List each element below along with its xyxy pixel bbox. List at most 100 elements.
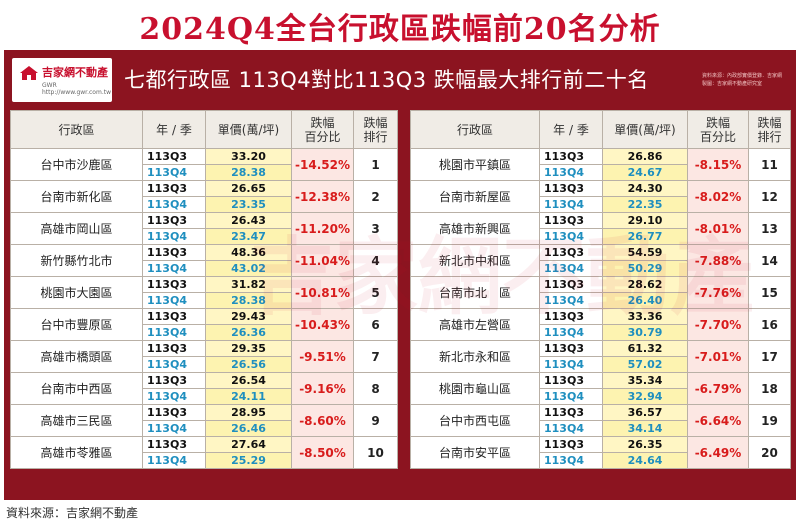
price-q4-cell: 43.02 (205, 260, 292, 277)
rank-cell: 13 (748, 212, 791, 245)
drop-cell: -10.43% (291, 308, 354, 341)
district-cell: 台中市西屯區 (410, 404, 540, 437)
header-rank-line2: 排行 (363, 129, 388, 144)
table-row: 桃園市平鎮區 113Q3 26.86 -8.15% 11 (410, 148, 791, 181)
header-rank: 跌幅 排行 (353, 110, 398, 149)
logo-text: 吉家網不動產 (42, 66, 108, 79)
period-q3-cell: 113Q3 (539, 180, 603, 197)
period-q4-cell: 113Q4 (142, 196, 206, 213)
table-row: 113Q4 30.79 (411, 324, 791, 341)
period-q4-cell: 113Q4 (142, 420, 206, 437)
table-row: 台南市新屋區 113Q3 24.30 -8.02% 12 (410, 180, 791, 213)
district-cell: 桃園市龜山區 (410, 372, 540, 405)
table-row: 新北市中和區 113Q3 54.59 -7.88% 14 (410, 244, 791, 277)
price-q3-cell: 54.59 (602, 244, 688, 261)
district-cell: 高雄市苓雅區 (10, 436, 143, 469)
house-logo-icon (20, 66, 38, 80)
table-body-left: 台中市沙鹿區 113Q3 33.20 -14.52% 1 113Q4 28.38 台南市新化區… (10, 148, 398, 469)
drop-cell: -6.79% (687, 372, 749, 405)
table-row: 113Q4 23.35 (11, 196, 398, 213)
header-row: 行政區 年 / 季 單價(萬/坪) 跌幅 百分比 跌幅 排行 (10, 110, 398, 149)
period-q3-cell: 113Q3 (142, 212, 206, 229)
drop-cell: -12.38% (291, 180, 354, 213)
table-left: 行政區 年 / 季 單價(萬/坪) 跌幅 百分比 跌幅 排行 台中市沙鹿區 113Q3… (10, 110, 398, 469)
period-q3-cell: 113Q3 (142, 340, 206, 357)
district-cell: 台南市安平區 (410, 436, 540, 469)
rank-cell: 3 (353, 212, 398, 245)
table-row: 台中市沙鹿區 113Q3 33.20 -14.52% 1 (10, 148, 398, 181)
price-q4-cell: 32.94 (602, 388, 688, 405)
period-q4-cell: 113Q4 (142, 452, 206, 469)
table-row: 113Q4 26.36 (11, 324, 398, 341)
rank-cell: 10 (353, 436, 398, 469)
price-q3-cell: 26.54 (205, 372, 292, 389)
header-price: 單價(萬/坪) (602, 110, 688, 149)
period-q4-cell: 113Q4 (539, 228, 603, 245)
period-q3-cell: 113Q3 (539, 308, 603, 325)
drop-cell: -10.81% (291, 276, 354, 309)
price-q3-cell: 29.43 (205, 308, 292, 325)
period-q4-cell: 113Q4 (539, 260, 603, 277)
table-row: 113Q4 50.29 (411, 260, 791, 277)
price-q3-cell: 26.65 (205, 180, 292, 197)
rank-cell: 14 (748, 244, 791, 277)
logo-subtext: GWR http://www.gwr.com.tw (42, 82, 111, 96)
price-q3-cell: 28.62 (602, 276, 688, 293)
header-district: 行政區 (410, 110, 540, 149)
period-q3-cell: 113Q3 (142, 276, 206, 293)
drop-cell: -11.20% (291, 212, 354, 245)
rank-cell: 11 (748, 148, 791, 181)
drop-cell: -7.76% (687, 276, 749, 309)
drop-cell: -8.60% (291, 404, 354, 437)
district-cell: 桃園市大園區 (10, 276, 143, 309)
period-q3-cell: 113Q3 (539, 340, 603, 357)
district-cell: 新北市永和區 (410, 340, 540, 373)
period-q4-cell: 113Q4 (539, 356, 603, 373)
table-row: 桃園市大園區 113Q3 31.82 -10.81% 5 (10, 276, 398, 309)
rank-cell: 1 (353, 148, 398, 181)
table-row: 113Q4 24.67 (411, 164, 791, 181)
rank-cell: 20 (748, 436, 791, 469)
district-cell: 台中市沙鹿區 (10, 148, 143, 181)
rank-cell: 7 (353, 340, 398, 373)
drop-cell: -9.16% (291, 372, 354, 405)
price-q4-cell: 26.56 (205, 356, 292, 373)
table-row: 台中市西屯區 113Q3 36.57 -6.64% 19 (410, 404, 791, 437)
table-row: 台南市安平區 113Q3 26.35 -6.49% 20 (410, 436, 791, 469)
period-q4-cell: 113Q4 (539, 452, 603, 469)
logo: 吉家網不動產 GWR http://www.gwr.com.tw (12, 58, 112, 102)
district-cell: 台中市豐原區 (10, 308, 143, 341)
period-q3-cell: 113Q3 (142, 372, 206, 389)
drop-cell: -8.50% (291, 436, 354, 469)
drop-cell: -8.02% (687, 180, 749, 213)
price-q3-cell: 24.30 (602, 180, 688, 197)
price-q3-cell: 33.20 (205, 148, 292, 165)
period-q4-cell: 113Q4 (539, 196, 603, 213)
table-row: 113Q4 26.46 (11, 420, 398, 437)
table-row: 高雄市苓雅區 113Q3 27.64 -8.50% 10 (10, 436, 398, 469)
period-q3-cell: 113Q3 (539, 372, 603, 389)
header-drop-line2: 百分比 (699, 129, 736, 144)
table-row: 113Q4 24.64 (411, 452, 791, 469)
period-q4-cell: 113Q4 (539, 420, 603, 437)
period-q4-cell: 113Q4 (142, 228, 206, 245)
period-q3-cell: 113Q3 (539, 276, 603, 293)
period-q4-cell: 113Q4 (142, 292, 206, 309)
table-row: 台南市新化區 113Q3 26.65 -12.38% 2 (10, 180, 398, 213)
period-q3-cell: 113Q3 (142, 244, 206, 261)
period-q3-cell: 113Q3 (539, 212, 603, 229)
table-row: 新竹縣竹北市 113Q3 48.36 -11.04% 4 (10, 244, 398, 277)
period-q4-cell: 113Q4 (142, 164, 206, 181)
price-q4-cell: 22.35 (602, 196, 688, 213)
price-q3-cell: 27.64 (205, 436, 292, 453)
price-q3-cell: 61.32 (602, 340, 688, 357)
period-q4-cell: 113Q4 (142, 324, 206, 341)
table-row: 新北市永和區 113Q3 61.32 -7.01% 17 (410, 340, 791, 373)
district-cell: 新北市中和區 (410, 244, 540, 277)
header-rank-line1: 跌幅 (757, 115, 782, 130)
header-row: 行政區 年 / 季 單價(萬/坪) 跌幅 百分比 跌幅 排行 (410, 110, 791, 149)
price-q3-cell: 35.34 (602, 372, 688, 389)
price-q4-cell: 50.29 (602, 260, 688, 277)
header-rank-line2: 排行 (757, 129, 782, 144)
price-q3-cell: 26.35 (602, 436, 688, 453)
